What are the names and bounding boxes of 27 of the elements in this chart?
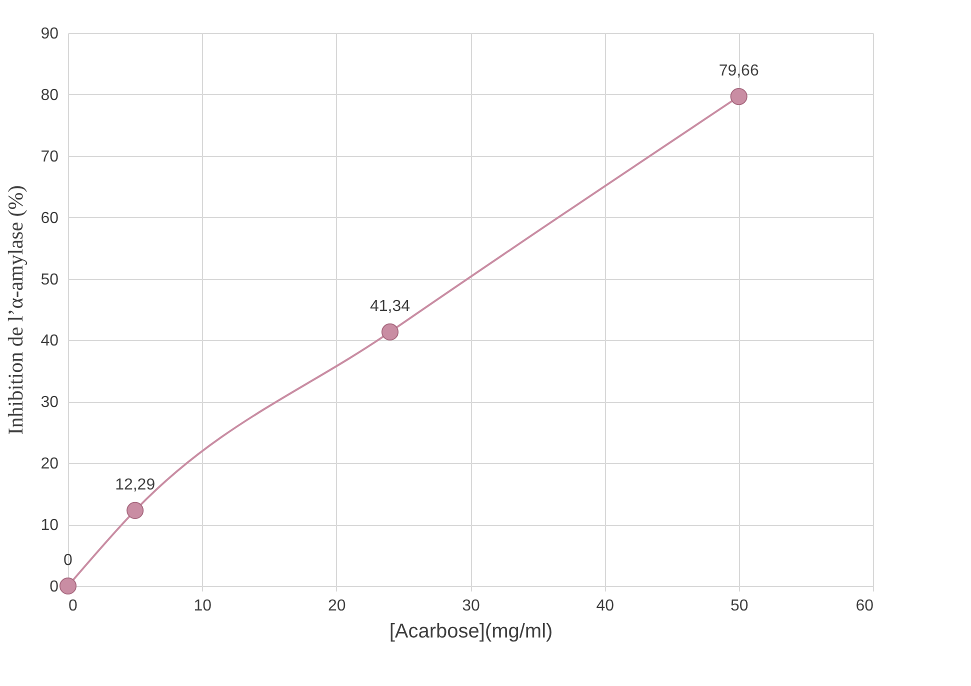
x-tick-label: 50 xyxy=(730,598,748,614)
x-tick-label: 60 xyxy=(856,598,874,614)
x-tick-label: 10 xyxy=(194,598,212,614)
x-axis-title: [Acarbose](mg/ml) xyxy=(389,620,553,642)
data-label: 0 xyxy=(64,552,73,569)
y-tick-label: 80 xyxy=(40,86,59,104)
x-tick-label: 40 xyxy=(596,598,614,614)
y-tick-label: 70 xyxy=(40,148,59,166)
data-label: 12,29 xyxy=(115,476,156,494)
y-tick-label: 30 xyxy=(40,394,59,412)
y-axis-title: Inhibition de l’α-amylase (%) xyxy=(4,185,28,435)
point xyxy=(381,323,399,341)
point xyxy=(126,502,144,520)
data-label: 41,34 xyxy=(370,298,410,315)
x-tick-label: 0 xyxy=(68,598,78,614)
y-tick-label: 40 xyxy=(40,332,59,350)
y-tick-label: 0 xyxy=(50,578,59,596)
point xyxy=(730,88,748,106)
x-tick-label: 20 xyxy=(328,598,346,614)
y-tick-label: 10 xyxy=(40,517,59,534)
y-tick-label: 20 xyxy=(40,456,59,473)
y-tick-label: 90 xyxy=(40,26,59,42)
x-tick-label: 30 xyxy=(462,598,480,614)
point xyxy=(59,577,77,595)
y-tick-label: 60 xyxy=(40,210,59,227)
y-tick-label: 50 xyxy=(40,271,59,288)
data-label: 79,66 xyxy=(718,62,759,80)
